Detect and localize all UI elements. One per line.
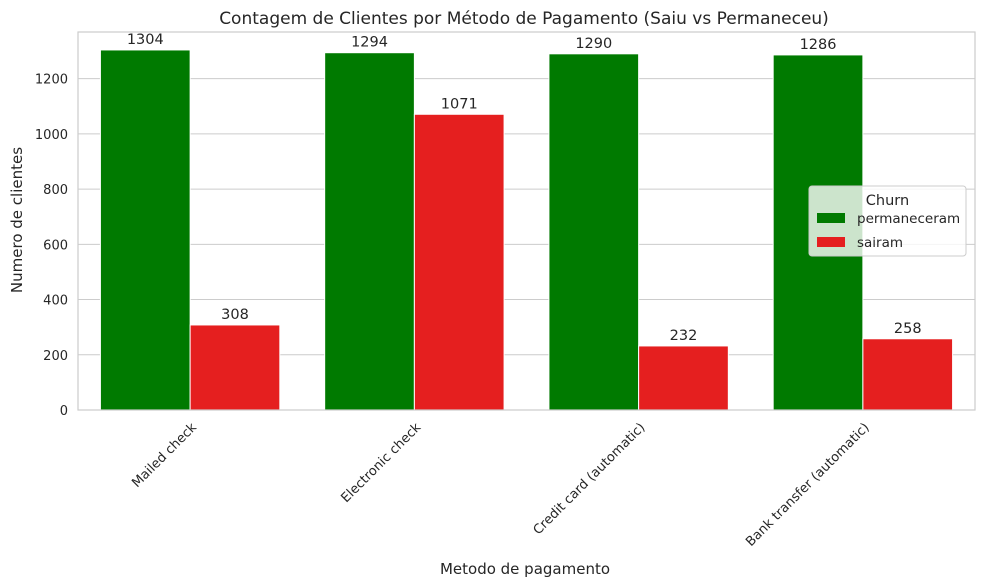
data-label-permaneceram: 1294 bbox=[351, 35, 388, 51]
y-tick-label: 0 bbox=[60, 404, 68, 419]
data-label-permaneceram: 1286 bbox=[800, 37, 837, 53]
data-label-sairam: 232 bbox=[670, 328, 698, 344]
data-labels: 1304 308 1294 1071 1290 232 1286 258 bbox=[127, 32, 922, 344]
y-tick-label: 1000 bbox=[35, 128, 68, 143]
legend-swatch-permaneceram bbox=[817, 213, 845, 223]
y-tick-label: 1200 bbox=[35, 73, 68, 88]
data-label-sairam: 258 bbox=[894, 321, 922, 337]
y-axis-ticks: 0 200 400 600 800 1000 1200 bbox=[35, 73, 68, 419]
plot-border bbox=[77, 31, 976, 411]
data-label-permaneceram: 1290 bbox=[575, 36, 612, 52]
y-tick-label: 600 bbox=[43, 238, 68, 253]
legend-label-permaneceram: permaneceram bbox=[857, 211, 960, 227]
bar-sairam bbox=[189, 324, 281, 411]
legend-label-sairam: sairam bbox=[857, 235, 903, 251]
plot-frame bbox=[77, 31, 976, 411]
y-tick-label: 200 bbox=[43, 349, 68, 364]
data-label-sairam: 308 bbox=[221, 307, 249, 323]
legend-title: Churn bbox=[866, 193, 909, 209]
legend: Churn permaneceram sairam bbox=[808, 185, 967, 257]
data-label-sairam: 1071 bbox=[441, 96, 478, 112]
y-axis-label: Numero de clientes bbox=[8, 147, 26, 293]
bar-sairam bbox=[862, 338, 954, 411]
y-tick-label: 400 bbox=[43, 294, 68, 309]
data-label-permaneceram: 1304 bbox=[127, 32, 164, 48]
y-tick-label: 800 bbox=[43, 183, 68, 198]
bar-permaneceram bbox=[324, 52, 415, 411]
bar-sairam bbox=[413, 113, 505, 411]
legend-swatch-sairam bbox=[817, 237, 845, 247]
bar-permaneceram bbox=[548, 53, 640, 411]
bar-sairam bbox=[638, 345, 729, 411]
legend-box bbox=[808, 185, 967, 257]
bar-permaneceram bbox=[99, 49, 191, 411]
chart-title: Contagem de Clientes por Método de Pagam… bbox=[219, 9, 829, 29]
x-axis-label: Metodo de pagamento bbox=[440, 560, 610, 578]
